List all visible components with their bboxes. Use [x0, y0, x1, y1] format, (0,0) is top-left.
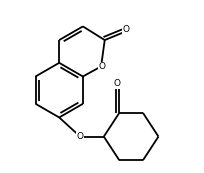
Text: O: O: [114, 79, 121, 88]
Text: O: O: [123, 25, 130, 34]
Text: O: O: [77, 132, 84, 141]
Text: O: O: [99, 62, 105, 71]
